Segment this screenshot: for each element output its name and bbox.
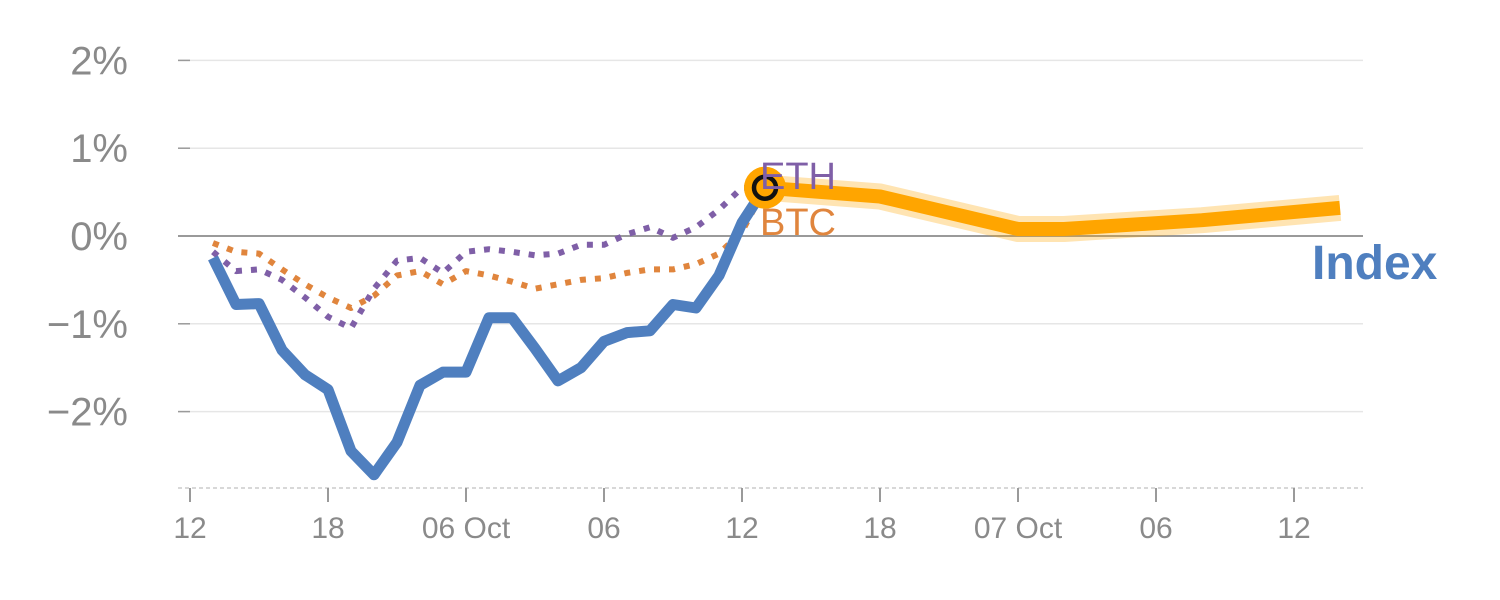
x-tick-label: 12 [1277, 512, 1310, 545]
y-tick-label: −2% [47, 391, 128, 435]
x-tick-label: 06 [1139, 512, 1172, 545]
axis-layer: 2% 1% 0% −1% −2% 12 18 06 Oct 06 12 18 07 Oct 06 12 [47, 39, 1363, 545]
label-layer: ETH BTC Index [760, 156, 1438, 290]
current-marker-halo [744, 166, 786, 209]
x-tick-label: 06 [587, 512, 620, 545]
x-tick-label: 06 Oct [422, 512, 511, 545]
series-layer [208, 166, 1342, 481]
x-tick-label: 18 [863, 512, 896, 545]
x-tick-label: 12 [725, 512, 758, 545]
grid-layer [178, 59, 1363, 413]
y-tick-label: −1% [47, 303, 128, 347]
y-tick-label: 2% [70, 39, 128, 83]
series-label-index: Index [1312, 237, 1438, 290]
series-label-eth: ETH [760, 156, 836, 198]
series-label-btc: BTC [760, 202, 836, 244]
y-tick-label: 1% [70, 127, 128, 171]
series-line-eth [211, 184, 765, 332]
x-tick-label: 12 [173, 512, 206, 545]
series-line-index [208, 184, 770, 481]
current-marker-ring [751, 174, 779, 201]
series-line-btc [211, 186, 768, 311]
x-tick-label: 07 Oct [974, 512, 1063, 545]
x-tick-label: 18 [311, 512, 344, 545]
series-line-forecast [764, 180, 1341, 236]
y-tick-label: 0% [70, 215, 128, 259]
